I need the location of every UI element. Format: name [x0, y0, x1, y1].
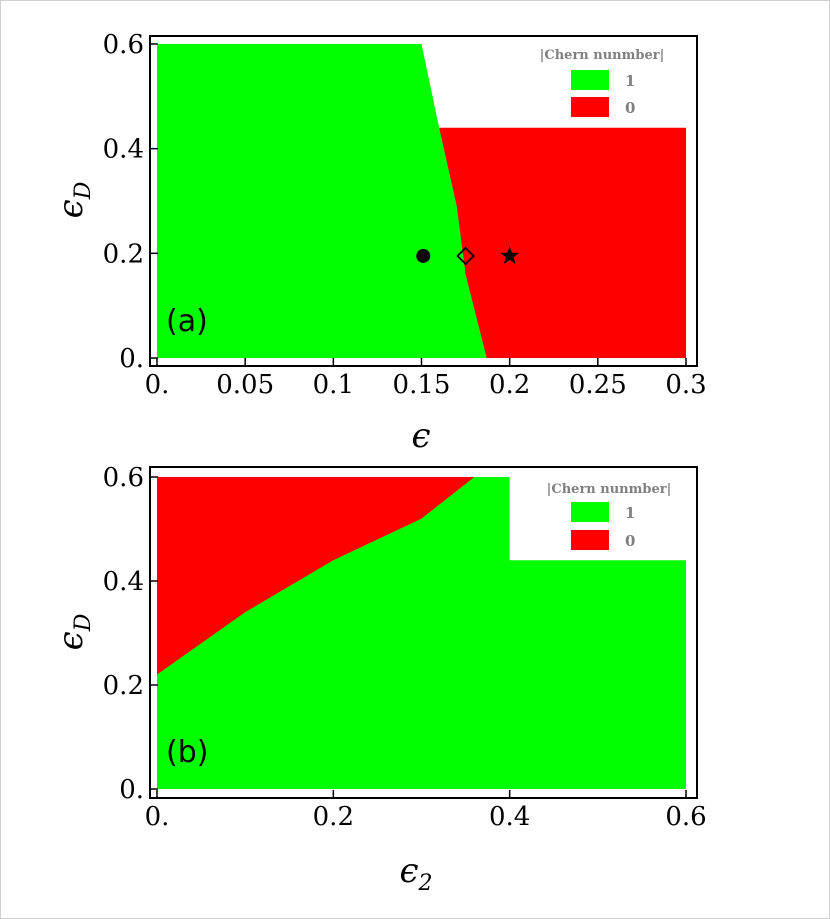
panel-b-region-chern-0 — [157, 477, 475, 675]
panel-b-legend-swatch-1 — [571, 502, 609, 522]
panel-a-axes-frame — [149, 35, 698, 367]
panel-a-legend: |Chern nunmber| 1 0 — [540, 48, 665, 117]
panel-a-label: (a) — [166, 304, 208, 339]
panel-b-phase-regions — [157, 477, 686, 789]
panel-b-y-ticks: 0. 0.2 0.4 0.6 — [103, 463, 158, 805]
panel-a-region-chern-1 — [157, 44, 487, 358]
panel-a-legend-label-0: 0 — [625, 99, 635, 117]
panel-a-x-tick-label: 0.15 — [393, 370, 451, 400]
panel-b-x-tick-label: 0.6 — [665, 802, 706, 832]
panel-a-x-tick-label: 0.25 — [569, 370, 627, 400]
panel-a-phase-regions — [157, 44, 686, 358]
panel-b-axes-frame — [149, 466, 698, 799]
panel-b-legend-title: |Chern nunmber| — [547, 482, 672, 497]
marker-open-diamond — [456, 246, 475, 266]
panel-a-x-tick-label: 0.05 — [216, 370, 274, 400]
panel-b: 0. 0.2 0.4 0.6 0. 0.2 0.4 0.6 (b) |Chern nunmb… — [51, 463, 707, 896]
panel-a-x-ticks: 0. 0.05 0.1 0.15 0.2 0.25 0.3 — [145, 358, 707, 400]
marker-star — [500, 245, 520, 265]
panel-a-y-tick-label: 0.2 — [103, 239, 144, 269]
panel-a-y-tick-label: 0.4 — [103, 135, 144, 165]
panel-b-y-tick-label: 0.2 — [103, 671, 144, 701]
panel-a-x-axis-label: ϵ — [411, 416, 430, 456]
panel-a-x-tick-label: 0.2 — [489, 370, 530, 400]
panel-a-y-axis-label: ϵD — [51, 181, 96, 218]
panel-b-legend-label-1: 1 — [625, 504, 635, 522]
marker-filled-circle — [416, 248, 431, 263]
panel-b-x-tick-label: 0.4 — [489, 802, 530, 832]
panel-b-legend-swatch-0 — [571, 530, 609, 550]
panel-a-legend-label-1: 1 — [625, 72, 635, 90]
panel-a-y-tick-label: 0. — [119, 344, 144, 374]
panel-a: 0. 0.05 0.1 0.15 0.2 0.25 0.3 0.0.20.40.6 (a) … — [51, 30, 707, 456]
panel-a-y-ticks: 0. 0.2 0.4 0.6 — [103, 30, 158, 374]
panel-a-legend-swatch-1 — [571, 70, 609, 90]
panel-b-label: (b) — [166, 735, 208, 770]
panel-a-markers — [416, 245, 520, 266]
panel-a-x-tick-label: 0. — [145, 370, 170, 400]
panel-b-y-tick-label: 0.6 — [103, 463, 144, 493]
panel-b-y-tick-label: 0. — [119, 775, 144, 805]
panel-b-x-tick-label: 0.2 — [313, 802, 354, 832]
panel-b-x-tick-label: 0. — [145, 802, 170, 832]
panel-a-x-tick-label: 0.3 — [665, 370, 706, 400]
panel-b-y-tick-label: 0.4 — [103, 567, 144, 597]
panel-b-x-axis-label: ϵ2 — [399, 851, 432, 896]
panel-a-legend-swatch-0 — [571, 97, 609, 117]
panel-b-legend-label-0: 0 — [625, 532, 635, 550]
panel-b-legend: |Chern nunmber| 1 0 — [547, 482, 672, 550]
panel-a-x-tick-label: 0.1 — [313, 370, 354, 400]
panel-a-legend-title: |Chern nunmber| — [540, 48, 665, 63]
panel-b-y-axis-label: ϵD — [51, 613, 96, 650]
panel-a-y-tick-label: 0.6 — [103, 30, 144, 60]
panel-b-x-ticks: 0. 0.2 0.4 0.6 — [145, 790, 707, 832]
